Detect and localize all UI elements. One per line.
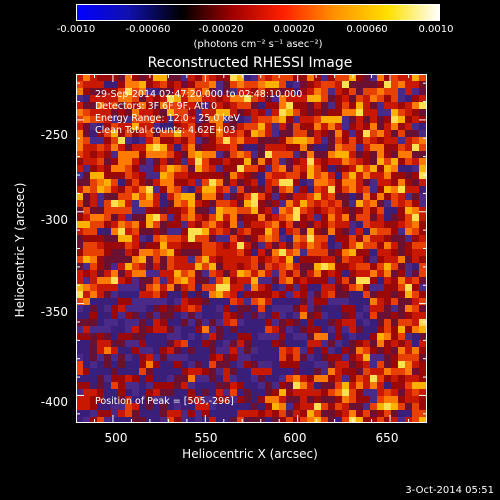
generation-date: 3-Oct-2014 05:51 (405, 485, 494, 496)
x-tick-label: 500 (104, 431, 128, 445)
image-title: Reconstructed RHESSI Image (147, 55, 353, 71)
y-tick-label: -350 (40, 305, 68, 319)
colorbar-tick-label: -0.0010 (56, 24, 96, 35)
y-tick-label: -300 (40, 213, 68, 227)
x-axis-label: Heliocentric X (arcsec) (182, 447, 318, 461)
info-clean-counts: Clean Total counts: 4.62E+03 (95, 125, 236, 136)
info-detectors: Detectors: 3F 6F 9F, Att 0 (95, 101, 218, 112)
y-axis-label: Heliocentric Y (arcsec) (13, 182, 27, 318)
x-tick-label: 650 (375, 431, 399, 445)
x-tick-label: 550 (194, 431, 218, 445)
x-tick-label: 600 (283, 431, 307, 445)
y-tick-label: -400 (40, 395, 68, 409)
colorbar-tick-label: 0.0010 (418, 24, 454, 35)
info-energy-range: Energy Range: 12.0 - 25.0 keV (95, 113, 240, 124)
info-time-range: 29-Sep-2014 02:47:20.000 to 02:48:10.000 (95, 89, 303, 100)
colorbar (76, 4, 440, 21)
colorbar-tick-label: -0.00060 (125, 24, 171, 35)
colorbar-tick-label: 0.00020 (273, 24, 315, 35)
colorbar-unit-label: (photons cm⁻² s⁻¹ asec⁻²) (193, 39, 323, 50)
colorbar-tick-label: 0.00060 (346, 24, 388, 35)
rhessi-image-plot (76, 74, 427, 423)
info-peak-position: Position of Peak = [505,-296] (95, 396, 234, 407)
y-tick-label: -250 (40, 128, 68, 142)
rhessi-image-canvas (76, 74, 427, 423)
colorbar-tick-label: -0.00020 (198, 24, 244, 35)
